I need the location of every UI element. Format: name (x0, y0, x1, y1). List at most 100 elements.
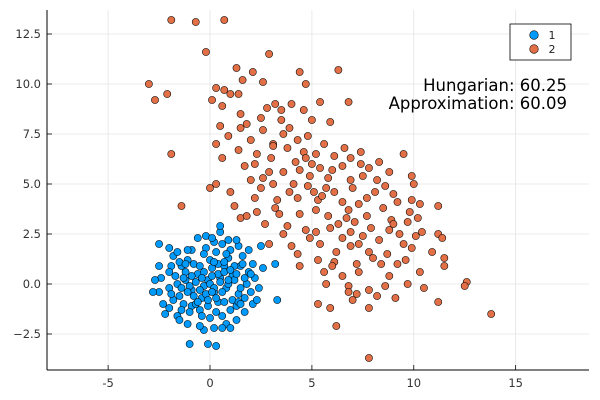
data-point (385, 272, 394, 280)
data-point (210, 324, 218, 332)
data-point (413, 214, 422, 222)
data-point (242, 120, 251, 128)
data-point (252, 208, 261, 216)
data-point (279, 230, 288, 238)
x-tick-labels: -5 0 5 10 15 (102, 376, 523, 390)
data-point (314, 300, 322, 308)
data-point (287, 100, 296, 108)
data-point (263, 104, 271, 112)
data-point (434, 298, 443, 306)
data-point (269, 142, 278, 150)
data-point (342, 214, 351, 222)
data-point (314, 256, 322, 264)
data-point (308, 116, 316, 124)
data-point (257, 184, 265, 192)
data-point (346, 228, 355, 236)
data-point (204, 340, 212, 348)
data-point (324, 212, 333, 220)
data-point (344, 288, 353, 296)
data-point (232, 64, 241, 72)
data-point (212, 342, 220, 350)
data-point (303, 132, 312, 140)
data-point (177, 202, 186, 210)
annotation-approximation: Approximation: 60.09 (389, 94, 567, 113)
data-point (358, 172, 367, 180)
data-point (261, 220, 269, 228)
data-point (167, 150, 176, 158)
data-point (183, 320, 192, 328)
y-tick-label: 2.5 (23, 227, 41, 241)
data-point (212, 84, 220, 92)
data-point (259, 174, 267, 182)
data-point (236, 124, 245, 132)
data-point (232, 316, 241, 324)
data-point (226, 188, 235, 196)
data-point (218, 288, 227, 296)
data-point (383, 250, 392, 258)
data-point (177, 306, 186, 314)
data-point (320, 268, 328, 276)
data-point (163, 90, 172, 98)
data-point (195, 262, 204, 270)
data-point (246, 288, 255, 296)
data-point (407, 172, 416, 180)
data-point (232, 270, 241, 278)
data-point (197, 312, 206, 320)
data-point (212, 294, 220, 302)
data-point (165, 244, 174, 252)
data-point (381, 182, 390, 190)
data-point (371, 188, 379, 196)
y-tick-label: 10.0 (15, 77, 41, 91)
data-point (212, 308, 220, 316)
data-point (354, 240, 363, 248)
data-point (212, 248, 220, 256)
data-point (257, 114, 265, 122)
data-point (285, 188, 294, 196)
data-point (208, 288, 216, 296)
data-point (259, 126, 267, 134)
data-point (206, 184, 214, 192)
data-point (240, 308, 249, 316)
data-point (316, 98, 324, 106)
data-point (277, 106, 286, 114)
data-point (381, 282, 390, 290)
data-point (181, 260, 190, 268)
data-point (460, 282, 469, 290)
data-point (167, 290, 176, 298)
x-tick-label: 15 (508, 376, 523, 390)
data-point (175, 316, 184, 324)
data-point (226, 90, 235, 98)
data-point (218, 154, 227, 162)
data-point (255, 284, 263, 292)
data-point (399, 150, 408, 158)
data-point (275, 210, 284, 218)
data-point (344, 98, 353, 106)
data-point (303, 182, 312, 190)
series-1-points (149, 222, 282, 350)
data-point (244, 246, 253, 254)
data-point (145, 80, 153, 88)
data-point (161, 310, 170, 318)
data-point (352, 260, 361, 268)
data-point (189, 292, 198, 300)
data-point (208, 272, 216, 280)
data-point (295, 262, 304, 270)
data-point (344, 206, 353, 214)
legend: 1 2 (509, 23, 572, 61)
data-point (226, 266, 235, 274)
data-point (195, 322, 204, 330)
data-point (418, 228, 426, 236)
data-point (220, 298, 229, 306)
data-point (416, 200, 424, 208)
data-point (346, 176, 355, 184)
data-point (165, 304, 174, 312)
data-point (409, 180, 418, 188)
data-point (389, 220, 398, 228)
data-point (151, 96, 159, 104)
data-point (385, 226, 394, 234)
data-point (334, 220, 343, 228)
annotation-hungarian: Hungarian: 60.25 (423, 76, 567, 95)
data-point (391, 294, 400, 302)
data-points (145, 16, 496, 362)
data-point (354, 268, 363, 276)
